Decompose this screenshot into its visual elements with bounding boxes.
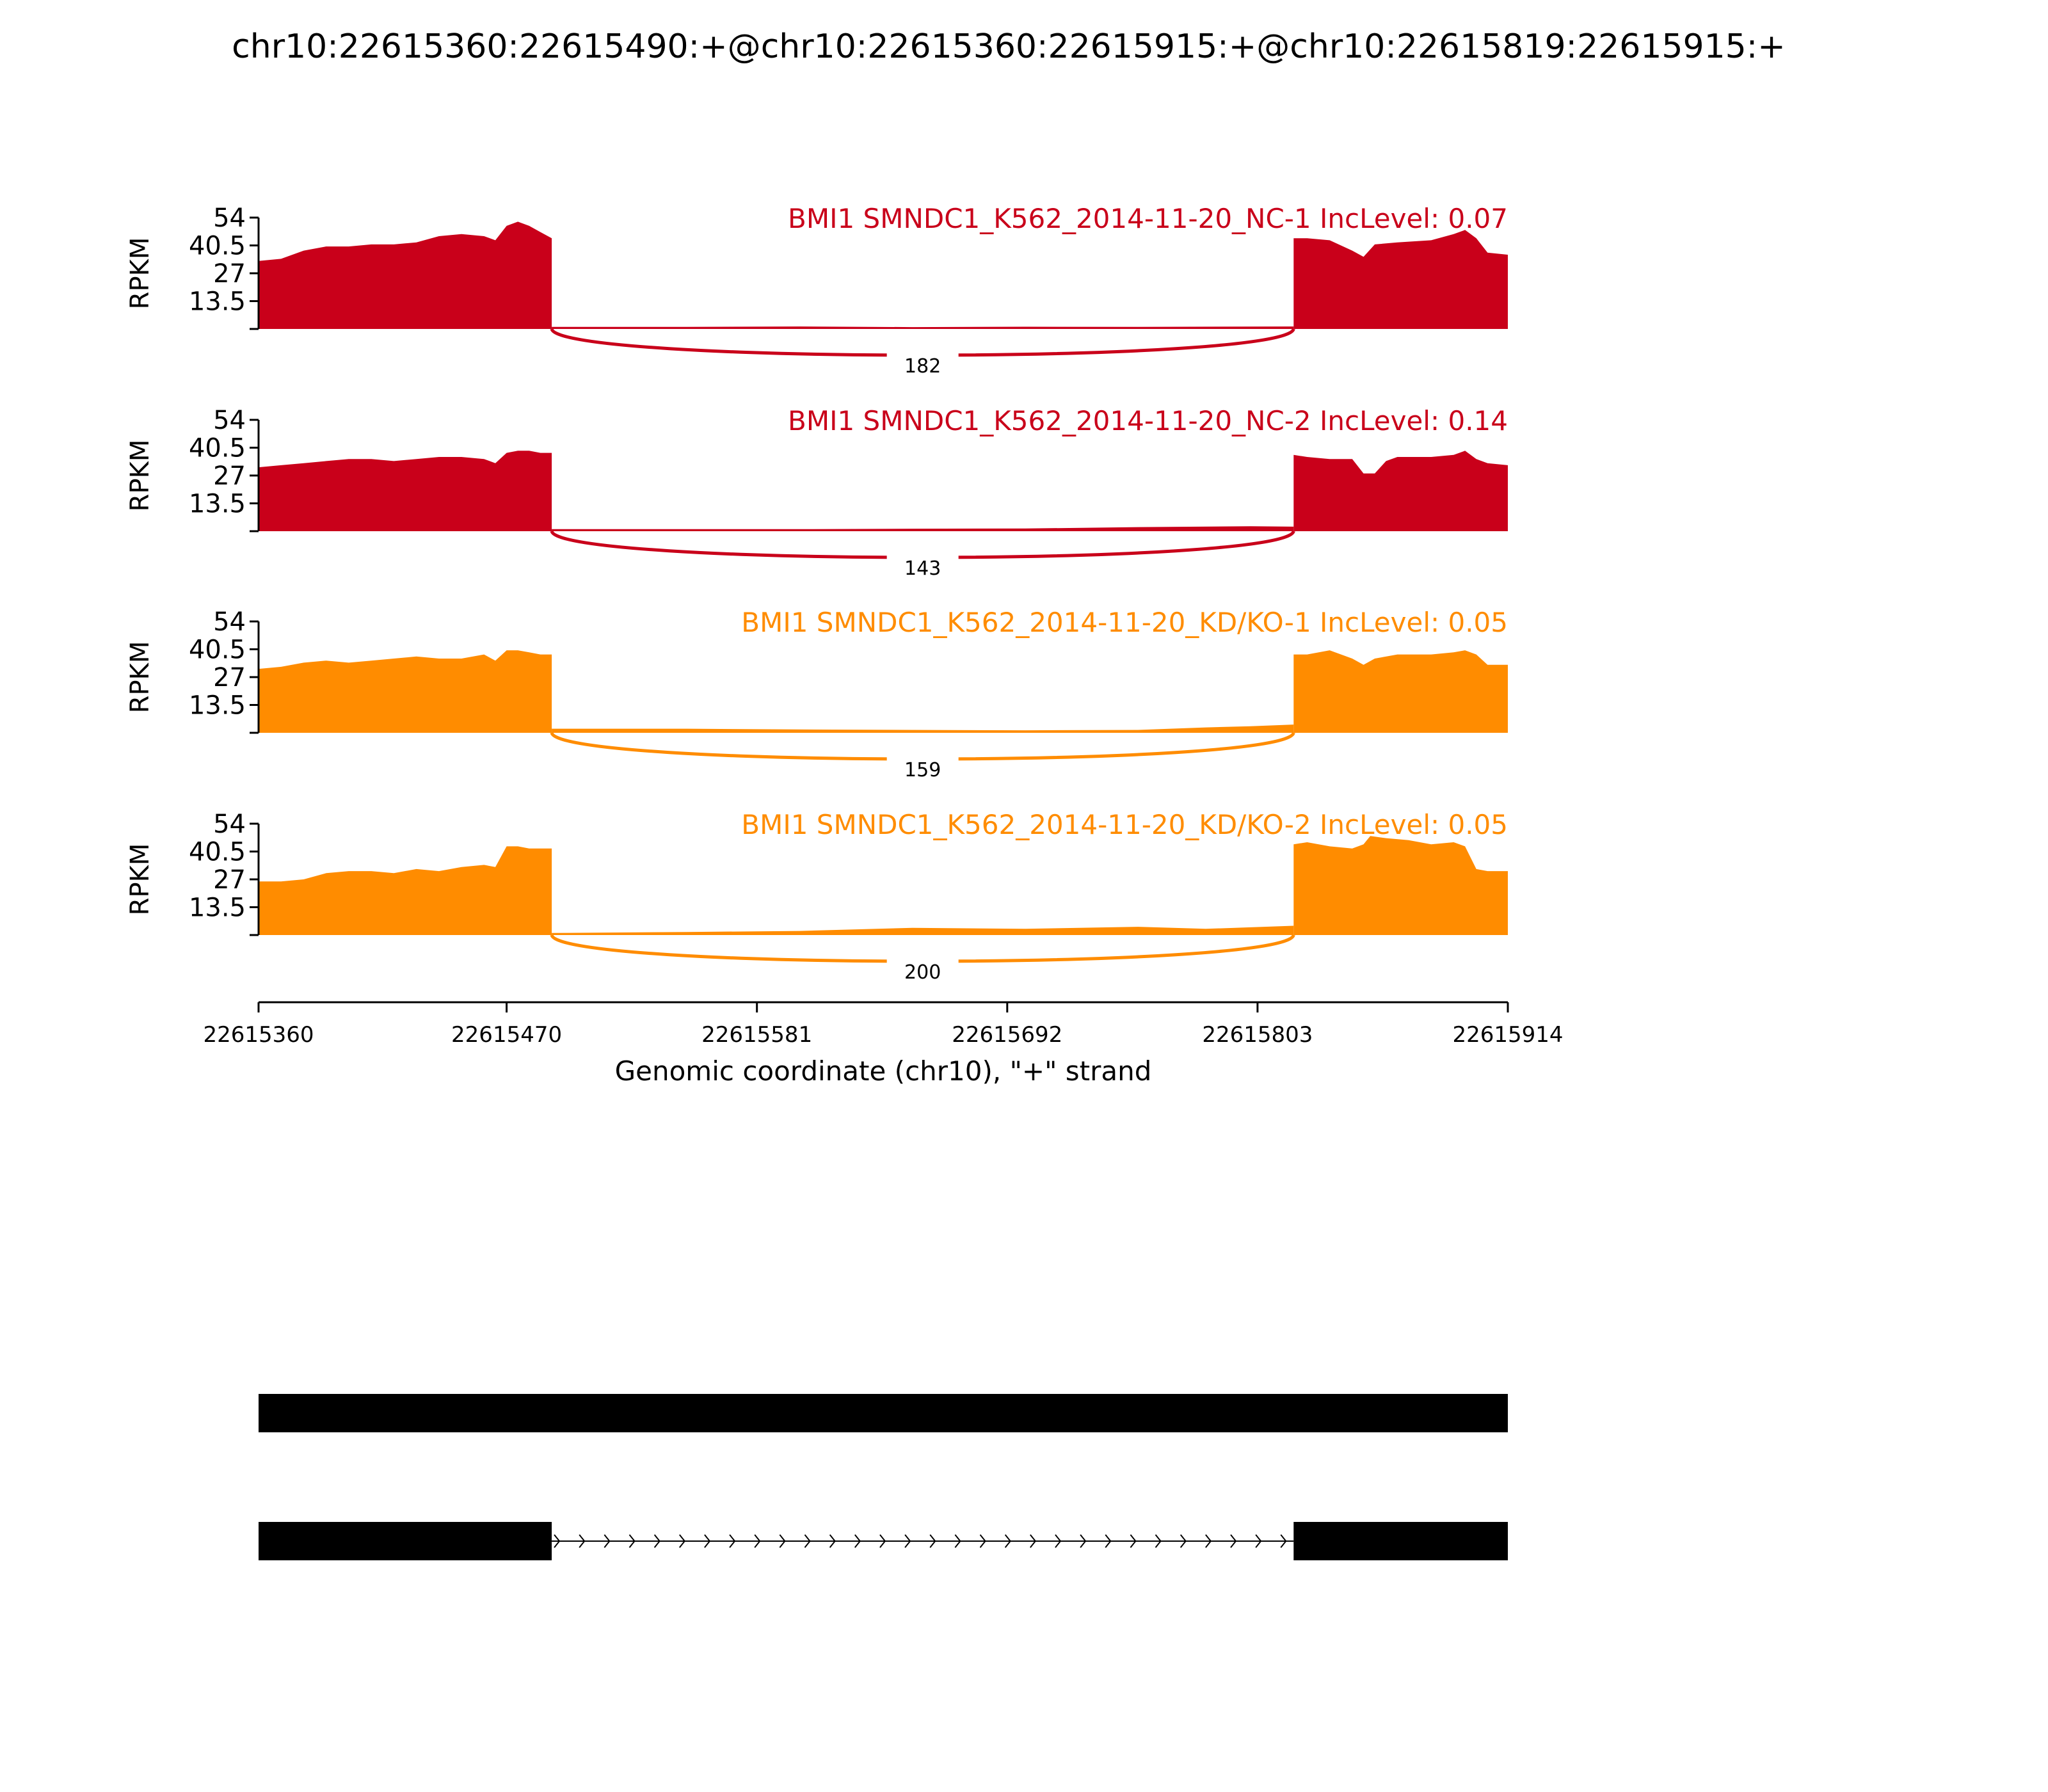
y-tick-label: 27 — [213, 663, 246, 692]
strand-arrow — [554, 1534, 561, 1548]
y-tick-label: 40.5 — [189, 232, 246, 261]
strand-arrow — [729, 1534, 736, 1548]
y-tick-label: 54 — [213, 406, 246, 435]
strand-arrow — [1280, 1534, 1287, 1548]
track-label: BMI1 SMNDC1_K562_2014-11-20_KD/KO-2 IncL… — [741, 809, 1508, 840]
coverage-exon2 — [1293, 836, 1508, 935]
strand-arrow — [779, 1534, 786, 1548]
y-axis-label: RPKM — [125, 440, 155, 512]
junction-count-background — [886, 351, 959, 378]
y-tick-label: 40.5 — [189, 838, 246, 867]
y-tick-label: 54 — [213, 204, 246, 233]
y-tick-label: 40.5 — [189, 636, 246, 665]
x-tick-label: 22615360 — [203, 1022, 314, 1048]
coverage-exon1 — [259, 221, 552, 329]
y-tick-label: 13.5 — [189, 490, 246, 519]
y-tick-label: 27 — [213, 461, 246, 491]
y-axis-label: RPKM — [125, 844, 155, 916]
x-tick-label: 22615914 — [1452, 1022, 1563, 1048]
coverage-exon2 — [1293, 451, 1508, 531]
strand-arrow — [628, 1534, 636, 1548]
strand-arrow — [704, 1534, 711, 1548]
strand-arrow — [954, 1534, 961, 1548]
strand-arrow — [1205, 1534, 1212, 1548]
x-axis: 22615360 22615470 22615581 22615692 22615803… — [203, 1001, 1564, 1087]
coverage-exon2 — [1293, 650, 1508, 733]
y-tick-label: 54 — [213, 810, 246, 839]
coverage-exon1 — [259, 451, 552, 531]
strand-arrow — [1180, 1534, 1187, 1548]
figure-title: chr10:22615360:22615490:+@chr10:22615360… — [232, 28, 1786, 66]
strand-arrow — [678, 1534, 686, 1548]
isoform-models — [259, 1394, 1508, 1560]
strand-arrow — [1155, 1534, 1162, 1548]
strand-arrow — [929, 1534, 936, 1548]
strand-arrow — [879, 1534, 886, 1548]
y-tick-label: 13.5 — [189, 691, 246, 721]
y-tick-label: 13.5 — [189, 287, 246, 317]
x-tick-label: 22615803 — [1202, 1022, 1313, 1048]
track-label: BMI1 SMNDC1_K562_2014-11-20_NC-2 IncLeve… — [788, 405, 1508, 436]
x-axis-label: Genomic coordinate (chr10), "+" strand — [615, 1055, 1152, 1087]
track-label: BMI1 SMNDC1_K562_2014-11-20_NC-1 IncLeve… — [788, 203, 1508, 234]
y-axis-label: RPKM — [125, 237, 155, 310]
strand-arrow — [1055, 1534, 1062, 1548]
y-tick-label: 27 — [213, 865, 246, 895]
coverage-intron — [552, 724, 1294, 733]
y-tick-label: 54 — [213, 607, 246, 637]
strand-arrow — [804, 1534, 811, 1548]
strand-arrow — [754, 1534, 761, 1548]
coverage-exon1 — [259, 846, 552, 935]
isoform-1 — [259, 1394, 1508, 1432]
strand-arrow — [1004, 1534, 1011, 1548]
junction-count-background — [886, 553, 959, 580]
exon-block — [259, 1522, 552, 1560]
junction-count: 182 — [904, 355, 941, 378]
strand-arrow — [1030, 1534, 1037, 1548]
junction-count-background — [886, 755, 959, 781]
junction-count-background — [886, 957, 959, 984]
strand-arrow — [829, 1534, 836, 1548]
x-tick-label: 22615470 — [451, 1022, 562, 1048]
exon-block — [1293, 1522, 1508, 1560]
x-tick-label: 22615581 — [701, 1022, 812, 1048]
strand-arrow — [979, 1534, 986, 1548]
junction-count: 143 — [904, 557, 941, 580]
junction-count: 159 — [904, 759, 941, 781]
strand-arrow — [604, 1534, 611, 1548]
exon-block — [259, 1394, 1508, 1432]
strand-arrow — [653, 1534, 660, 1548]
coverage-intron — [552, 526, 1294, 531]
strand-arrow — [1130, 1534, 1137, 1548]
coverage-intron — [552, 326, 1294, 329]
strand-arrow — [1255, 1534, 1262, 1548]
strand-arrow — [579, 1534, 586, 1548]
junction-count: 200 — [904, 961, 941, 984]
y-axis-label: RPKM — [125, 641, 155, 714]
coverage-exon1 — [259, 650, 552, 733]
strand-arrow — [1105, 1534, 1112, 1548]
strand-arrow — [1230, 1534, 1237, 1548]
y-tick-label: 27 — [213, 259, 246, 289]
y-tick-label: 40.5 — [189, 434, 246, 463]
isoform-2 — [259, 1522, 1508, 1560]
x-tick-label: 22615692 — [952, 1022, 1062, 1048]
coverage-exon2 — [1293, 230, 1508, 329]
y-tick-label: 13.5 — [189, 893, 246, 923]
strand-arrow — [904, 1534, 911, 1548]
coverage-intron — [552, 925, 1294, 935]
track-label: BMI1 SMNDC1_K562_2014-11-20_KD/KO-1 IncL… — [741, 607, 1508, 638]
strand-arrow — [854, 1534, 861, 1548]
strand-arrow — [1080, 1534, 1087, 1548]
